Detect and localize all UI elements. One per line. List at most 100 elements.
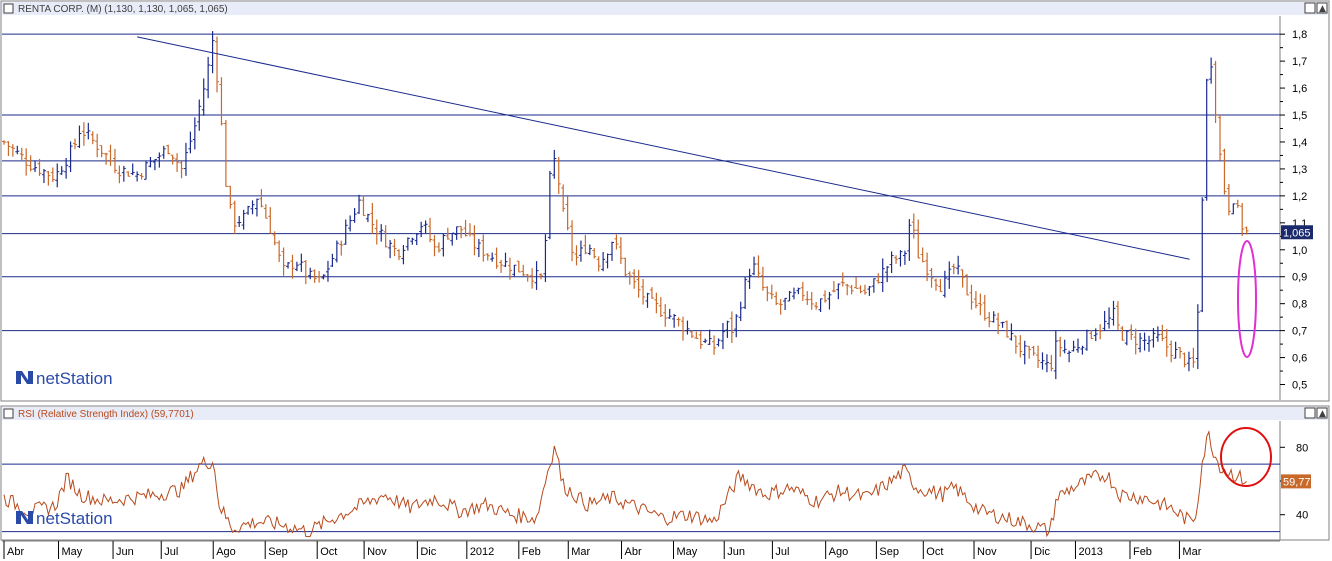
price-bar (849, 284, 854, 295)
x-axis-label: May (62, 546, 83, 558)
rsi-maximize-button[interactable] (1304, 407, 1316, 419)
price-bar (166, 144, 171, 155)
price-maximize-button[interactable] (1304, 2, 1316, 14)
price-bar (729, 311, 734, 343)
price-bar (778, 299, 783, 315)
price-bar (86, 122, 91, 140)
price-bar (1089, 329, 1094, 340)
price-bar (1164, 328, 1169, 357)
price-bar (210, 31, 215, 74)
price-bar (507, 257, 512, 280)
price-bar (854, 277, 859, 289)
price-close-button[interactable] (1316, 2, 1328, 14)
price-bar (41, 168, 46, 184)
price-bar (388, 240, 393, 259)
price-bar (1186, 351, 1191, 372)
price-bar (1004, 320, 1009, 338)
price-bar (246, 205, 251, 215)
price-bar (348, 215, 353, 232)
price-bar (37, 158, 42, 176)
price-bar (756, 255, 761, 278)
price-bar (561, 184, 566, 212)
rsi-close-button[interactable] (1316, 407, 1328, 419)
price-bar (1240, 203, 1245, 236)
price-bar (703, 338, 708, 344)
price-bar (614, 234, 619, 250)
price-bar (325, 260, 330, 282)
rsi-y-tick-label: 80 (1296, 442, 1308, 454)
rsi-y-tick-label: 40 (1296, 510, 1308, 522)
price-bar (845, 283, 850, 296)
price-bar (987, 311, 992, 328)
price-bar (791, 287, 796, 300)
price-bar (1178, 347, 1183, 359)
price-bar (1049, 354, 1054, 372)
price-bar (521, 264, 526, 277)
price-bar (112, 148, 117, 174)
price-bar (725, 320, 730, 338)
price-bar (907, 219, 912, 261)
price-bar (1107, 307, 1112, 329)
price-title-bar (2, 2, 1328, 15)
price-bar (587, 244, 592, 256)
price-bar (419, 221, 424, 238)
price-y-tick-label: 0,5 (1292, 380, 1307, 392)
x-axis-label: 2013 (1078, 546, 1102, 558)
price-bar (277, 240, 282, 263)
price-bar (414, 233, 419, 246)
price-bar (1062, 339, 1067, 354)
price-bar (1102, 310, 1107, 332)
price-bar (441, 233, 446, 257)
rsi-gridlines (2, 463, 1280, 533)
rsi-title-bar (2, 407, 1328, 420)
price-bar (885, 266, 890, 283)
price-y-tick-label: 1,4 (1292, 137, 1307, 149)
price-bar (911, 213, 916, 239)
price-bar (1182, 352, 1187, 368)
price-bar (676, 317, 681, 327)
price-bar (1226, 183, 1231, 216)
price-bar (800, 281, 805, 301)
rsi-window-icon[interactable] (3, 408, 14, 419)
price-last-value-label: 1,065 (1283, 227, 1311, 239)
price-bar (1129, 324, 1134, 341)
price-bar (543, 234, 548, 283)
price-bar (765, 286, 770, 302)
price-bar (272, 231, 277, 246)
price-bar (734, 314, 739, 338)
rsi-logo: netStation (16, 509, 113, 528)
price-bar (920, 247, 925, 263)
rsi-logo-text: netStation (36, 509, 113, 528)
price-window-icon[interactable] (3, 3, 14, 14)
price-bar (148, 156, 153, 168)
price-bar (215, 36, 220, 93)
x-axis-label: Mar (1182, 546, 1201, 558)
price-bar (894, 255, 899, 264)
price-bar (1218, 114, 1223, 161)
price-bar (947, 261, 952, 289)
price-bar (312, 269, 317, 283)
price-bar (423, 220, 428, 234)
price-bar (1000, 321, 1005, 328)
price-bar (352, 208, 357, 223)
price-y-tick-label: 1,8 (1292, 29, 1307, 41)
price-bar (108, 144, 113, 166)
price-bar (862, 284, 867, 295)
price-bar (942, 270, 947, 298)
price-bar (219, 77, 224, 126)
price-bar (81, 122, 86, 146)
price-y-tick-label: 0,7 (1292, 326, 1307, 338)
price-bar (774, 291, 779, 306)
price-bar (658, 297, 663, 318)
price-bar (343, 219, 348, 245)
price-bar (583, 234, 588, 255)
price-bar (1009, 323, 1014, 341)
price-bar (1022, 340, 1027, 365)
price-bar (1071, 340, 1076, 352)
price-bar (1147, 335, 1152, 352)
x-axis-label: Oct (926, 546, 943, 558)
price-bar (667, 308, 672, 319)
price-y-tick-label: 0,6 (1292, 353, 1307, 365)
price-bar (1098, 324, 1103, 340)
